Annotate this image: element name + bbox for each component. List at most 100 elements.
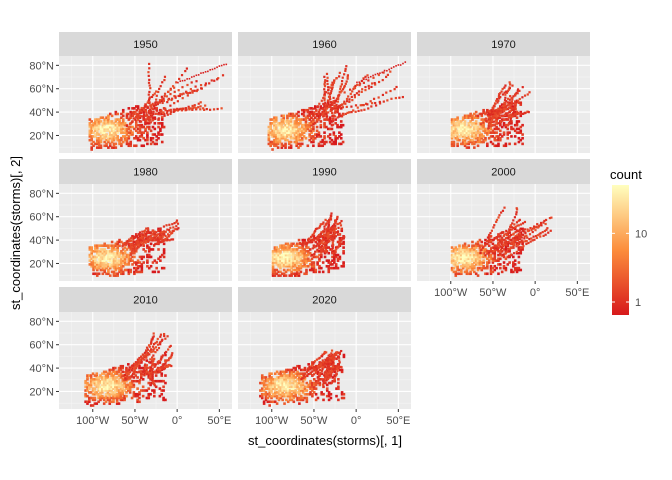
heatmap-cell bbox=[149, 104, 152, 107]
heatmap-cell bbox=[129, 377, 132, 380]
heatmap-cell bbox=[97, 136, 101, 140]
heatmap-cell bbox=[110, 368, 113, 372]
heatmap-cell bbox=[294, 261, 297, 264]
heatmap-cell bbox=[94, 244, 97, 248]
heatmap-cell bbox=[95, 376, 99, 379]
heatmap-cell bbox=[116, 136, 119, 140]
heatmap-cell bbox=[132, 391, 136, 394]
heatmap-cell bbox=[460, 268, 463, 272]
heatmap-cell bbox=[114, 379, 117, 383]
heatmap-cell bbox=[271, 251, 275, 255]
heatmap-cell bbox=[289, 140, 293, 144]
heatmap-cell bbox=[141, 370, 144, 373]
heatmap-cell bbox=[467, 266, 471, 270]
heatmap-cell bbox=[195, 74, 198, 77]
heatmap-cell bbox=[147, 253, 151, 257]
heatmap-cell bbox=[158, 236, 161, 239]
heatmap-cell bbox=[151, 374, 154, 377]
heatmap-cell bbox=[312, 255, 316, 259]
heatmap-cell bbox=[202, 71, 205, 74]
heatmap-cell bbox=[486, 144, 489, 148]
heatmap-cell bbox=[508, 87, 511, 90]
heatmap-cell bbox=[285, 385, 288, 389]
heatmap-cell bbox=[148, 369, 151, 373]
heatmap-cell bbox=[90, 120, 93, 123]
heatmap-cell bbox=[95, 133, 99, 136]
heatmap-cell bbox=[125, 383, 128, 387]
heatmap-cell bbox=[155, 242, 158, 245]
heatmap-cell bbox=[329, 103, 332, 106]
heatmap-cell bbox=[116, 255, 119, 259]
heatmap-cell bbox=[159, 259, 162, 262]
heatmap-cell bbox=[326, 227, 329, 230]
heatmap-cell bbox=[95, 385, 99, 389]
heatmap-cell bbox=[150, 107, 153, 110]
heatmap-cell bbox=[275, 261, 279, 264]
heatmap-cell bbox=[286, 378, 290, 381]
heatmap-cell bbox=[521, 136, 524, 140]
heatmap-cell bbox=[469, 272, 472, 276]
heatmap-cell bbox=[157, 131, 160, 134]
heatmap-cell bbox=[499, 138, 502, 142]
heatmap-cell bbox=[488, 240, 491, 244]
heatmap-cell bbox=[130, 245, 133, 249]
heatmap-cell bbox=[312, 232, 316, 235]
heatmap-cell bbox=[323, 122, 326, 125]
heatmap-cell bbox=[275, 402, 279, 405]
heatmap-cell bbox=[285, 379, 288, 383]
heatmap-cell bbox=[497, 138, 500, 142]
heatmap-cell bbox=[145, 349, 148, 352]
heatmap-cell bbox=[525, 234, 528, 237]
heatmap-cell bbox=[112, 246, 116, 249]
heatmap-cell bbox=[471, 131, 474, 134]
heatmap-cell bbox=[452, 140, 456, 144]
heatmap-cell bbox=[341, 140, 345, 144]
heatmap-cell bbox=[454, 127, 458, 131]
heatmap-cell bbox=[149, 372, 152, 376]
heatmap-cell bbox=[295, 251, 299, 255]
heatmap-cell bbox=[155, 138, 158, 142]
heatmap-cell bbox=[123, 261, 127, 264]
heatmap-cell bbox=[293, 120, 297, 123]
heatmap-cell bbox=[295, 255, 299, 259]
heatmap-cell bbox=[450, 136, 454, 140]
heatmap-cell bbox=[147, 235, 150, 238]
heatmap-cell bbox=[347, 95, 350, 98]
heatmap-cell bbox=[103, 125, 106, 129]
heatmap-cell bbox=[278, 129, 282, 133]
heatmap-cell bbox=[110, 114, 114, 118]
heatmap-cell bbox=[129, 367, 133, 370]
heatmap-cell bbox=[345, 105, 348, 108]
heatmap-cell bbox=[95, 246, 99, 249]
heatmap-cell bbox=[212, 108, 216, 111]
heatmap-cell bbox=[142, 368, 146, 371]
heatmap-cell bbox=[336, 259, 340, 262]
heatmap-cell bbox=[284, 261, 288, 264]
heatmap-cell bbox=[89, 404, 93, 407]
heatmap-cell bbox=[497, 263, 500, 266]
heatmap-cell bbox=[454, 261, 458, 264]
heatmap-cell bbox=[193, 75, 195, 78]
heatmap-cell bbox=[97, 255, 101, 259]
heatmap-cell bbox=[107, 114, 110, 118]
heatmap-cell bbox=[167, 98, 170, 101]
heatmap-cell bbox=[147, 71, 150, 74]
heatmap-cell bbox=[127, 144, 131, 148]
heatmap-cell bbox=[490, 109, 493, 112]
heatmap-cell bbox=[288, 372, 292, 376]
heatmap-cell bbox=[295, 135, 298, 138]
heatmap-cell bbox=[454, 257, 458, 261]
heatmap-cell bbox=[390, 67, 393, 69]
heatmap-cell bbox=[125, 138, 129, 142]
heatmap-cell bbox=[456, 142, 459, 146]
heatmap-cell bbox=[323, 142, 326, 146]
heatmap-cell bbox=[102, 379, 106, 383]
heatmap-cell bbox=[484, 266, 487, 270]
heatmap-cell bbox=[288, 263, 292, 266]
heatmap-cell bbox=[158, 361, 162, 364]
heatmap-cell bbox=[480, 255, 484, 259]
heatmap-cell bbox=[285, 391, 288, 394]
heatmap-cell bbox=[142, 108, 146, 111]
heatmap-cell bbox=[544, 233, 547, 236]
